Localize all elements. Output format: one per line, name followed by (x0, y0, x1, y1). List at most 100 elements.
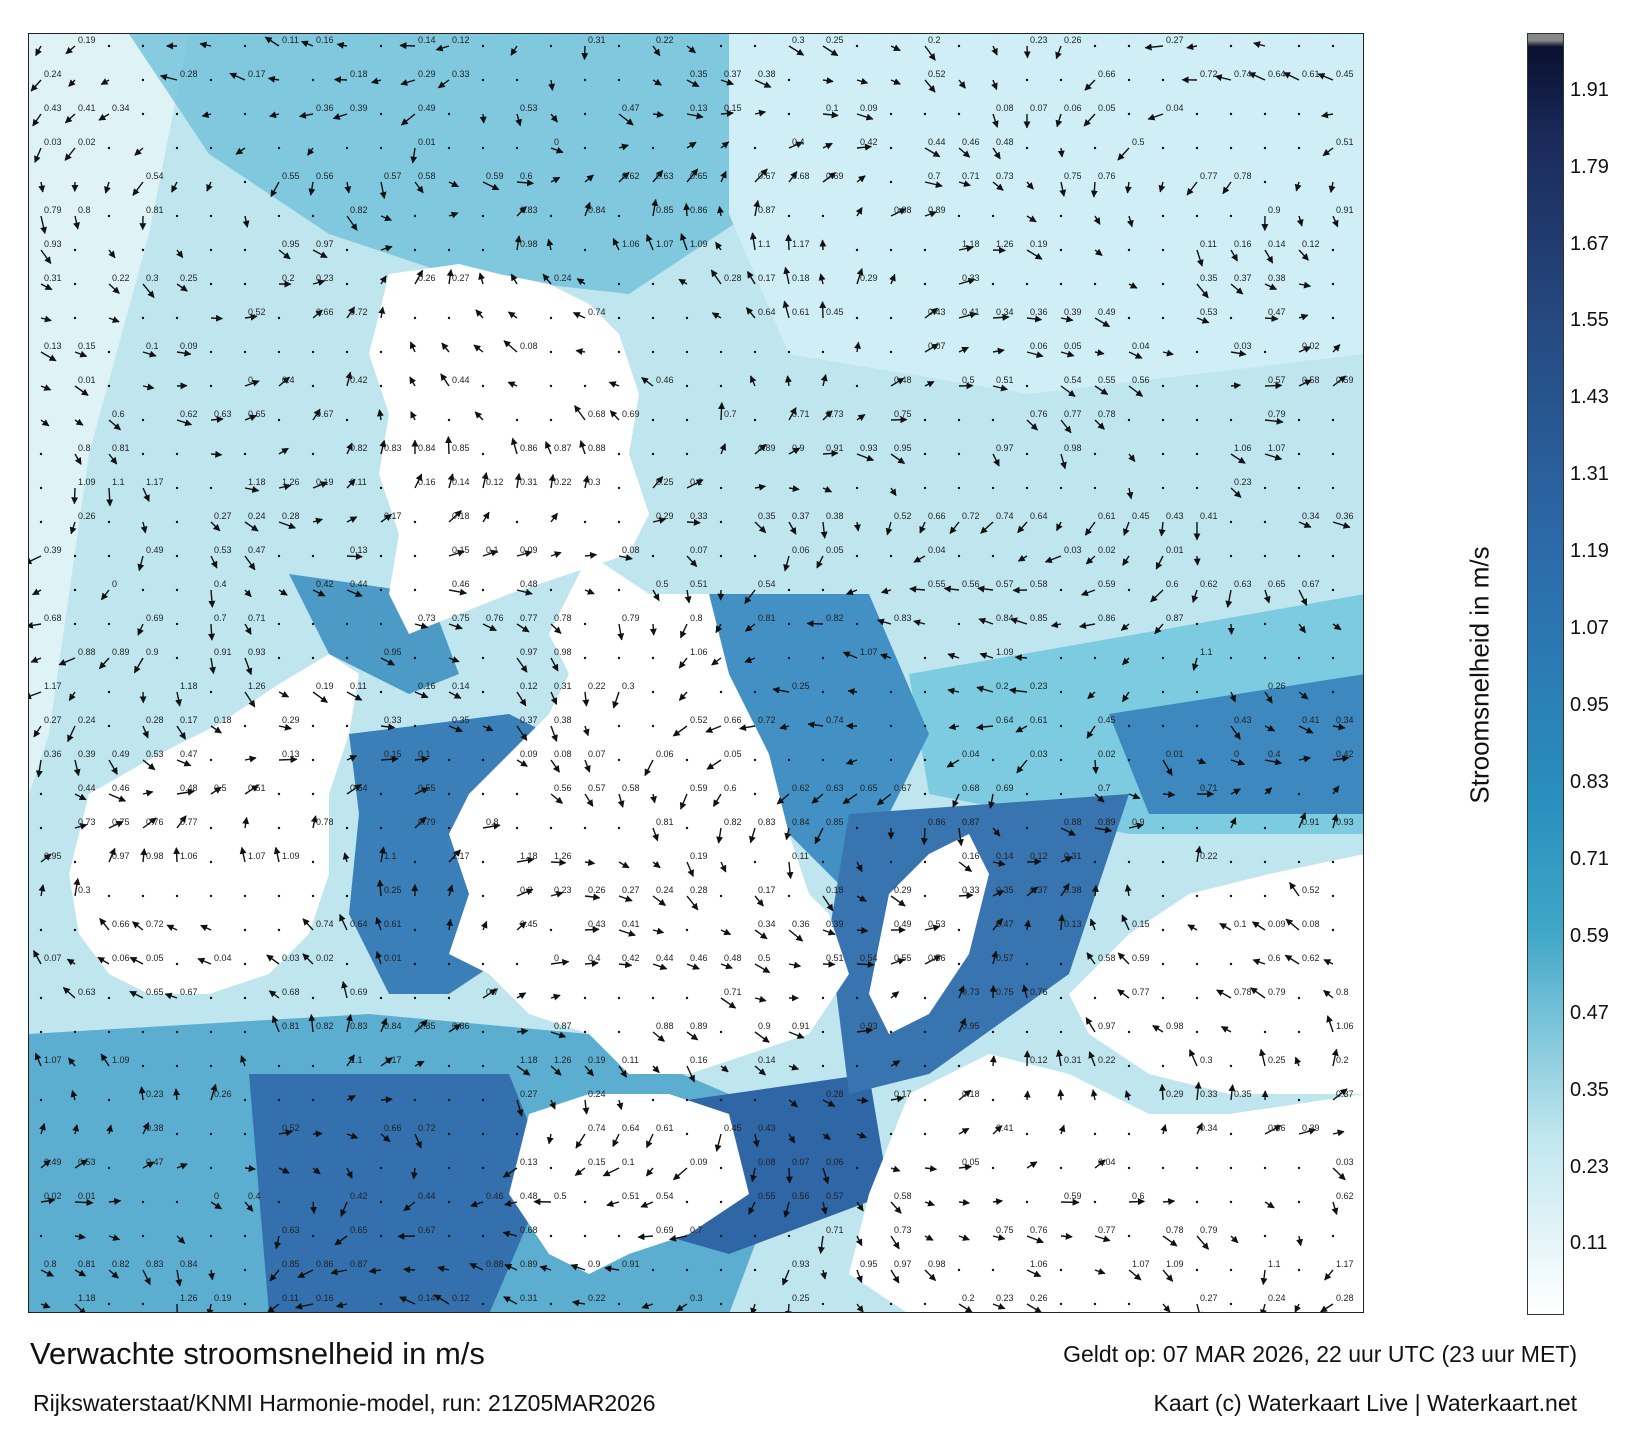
speed-value-label: 0.97 (316, 239, 334, 249)
current-arrow (132, 181, 144, 196)
current-arrow (548, 79, 556, 91)
current-arrow (923, 792, 927, 796)
current-arrow (1296, 1235, 1304, 1247)
speed-value-label: 0.64 (1030, 511, 1048, 521)
speed-value-label: 0.6 (724, 783, 737, 793)
current-arrow (856, 414, 866, 422)
current-arrow (609, 410, 620, 421)
current-arrow (685, 758, 689, 762)
speed-value-label: 1.07 (1132, 1259, 1150, 1269)
current-arrow (140, 848, 148, 863)
current-arrow (1162, 759, 1173, 776)
current-arrow (482, 549, 499, 557)
current-arrow (380, 245, 393, 252)
speed-value-label: 1.17 (1336, 1259, 1354, 1269)
speed-value-label: 1.18 (520, 1055, 538, 1065)
current-arrow (1122, 657, 1130, 666)
current-arrow (515, 962, 519, 966)
current-arrow (856, 961, 875, 969)
current-arrow (1331, 588, 1335, 592)
speed-value-label: 0.65 (350, 1225, 368, 1235)
speed-value-label: 0.68 (520, 1225, 538, 1235)
current-arrow (602, 1167, 620, 1177)
current-arrow (1298, 249, 1309, 261)
current-arrow (176, 249, 184, 259)
current-arrow (516, 992, 527, 1000)
current-arrow (243, 894, 247, 898)
current-arrow (1158, 521, 1166, 537)
current-arrow (210, 314, 223, 322)
current-arrow (992, 827, 1001, 837)
speed-value-label: 0.75 (452, 613, 470, 623)
sea-north-deep (129, 34, 749, 294)
current-arrow (1263, 1234, 1267, 1238)
current-arrow (243, 1302, 247, 1306)
speed-value-label: 1.06 (180, 851, 198, 861)
current-arrow (340, 1201, 348, 1217)
current-arrow (818, 1235, 825, 1254)
current-arrow (686, 518, 701, 526)
current-arrow (948, 723, 960, 731)
current-arrow (1331, 690, 1335, 694)
current-arrow (549, 418, 553, 422)
speed-value-label: 1.09 (282, 851, 300, 861)
current-arrow (550, 1031, 567, 1039)
current-arrow (99, 917, 110, 931)
speed-value-label: 0.5 (656, 579, 669, 589)
speed-value-label: 0.81 (758, 613, 776, 623)
current-arrow (1127, 1030, 1131, 1034)
current-arrow (1025, 1030, 1029, 1034)
valid-time: Geldt op: 07 MAR 2026, 22 uur UTC (23 uu… (1063, 1341, 1577, 1367)
current-arrow (890, 208, 907, 217)
speed-value-label: 0.02 (78, 137, 96, 147)
current-arrow (277, 214, 281, 218)
current-arrow (717, 205, 724, 217)
current-arrow (1229, 554, 1233, 558)
current-arrow (1161, 78, 1165, 82)
speed-value-label: 0.88 (656, 1021, 674, 1031)
speed-value-label: 0.71 (792, 409, 810, 419)
current-arrow (1263, 860, 1267, 864)
current-arrow (856, 1096, 869, 1104)
current-arrow (1128, 822, 1144, 830)
current-arrow (66, 958, 76, 966)
speed-value-label: 1.1 (1268, 1259, 1281, 1269)
current-arrow (924, 1234, 934, 1241)
current-arrow (549, 350, 553, 354)
speed-value-label: 0.27 (622, 885, 640, 895)
current-arrow (856, 1269, 863, 1284)
speed-value-label: 0.03 (1234, 341, 1252, 351)
current-arrow (107, 622, 111, 626)
speed-value-label: 0.16 (316, 1293, 334, 1303)
current-arrow (685, 316, 689, 320)
current-arrow (788, 1133, 796, 1144)
current-arrow (30, 79, 42, 92)
speed-value-label: 0.65 (146, 987, 164, 997)
current-arrow (209, 1030, 213, 1034)
current-arrow (608, 381, 620, 388)
current-arrow (637, 1233, 654, 1241)
speed-value-label: 0.47 (996, 919, 1014, 929)
current-arrow (1060, 883, 1070, 897)
current-arrow (1230, 283, 1244, 295)
current-arrow (685, 928, 689, 932)
current-arrow (1195, 146, 1199, 150)
current-arrow (1093, 282, 1097, 286)
current-arrow (1263, 1166, 1267, 1170)
current-arrow (244, 486, 260, 493)
current-arrow (1161, 384, 1165, 388)
speed-value-label: 0.37 (520, 715, 538, 725)
current-arrow (788, 407, 797, 421)
current-arrow (98, 113, 110, 121)
current-arrow (923, 656, 927, 660)
current-arrow (171, 181, 178, 193)
current-arrow (992, 1198, 1004, 1206)
speed-value-label: 0.34 (996, 307, 1014, 317)
current-arrow (1155, 555, 1164, 570)
current-arrow (1010, 617, 1028, 625)
current-arrow (1025, 826, 1029, 830)
map-area[interactable]: 0.19 0.11 0.16 0.14 0.12 0.31 0.22 0.3 0.25 0.2 0.… (28, 33, 1364, 1313)
speed-value-label: 0.97 (1098, 1021, 1116, 1031)
speed-value-label: 0.29 (656, 511, 674, 521)
speed-value-label: 0.74 (826, 715, 844, 725)
